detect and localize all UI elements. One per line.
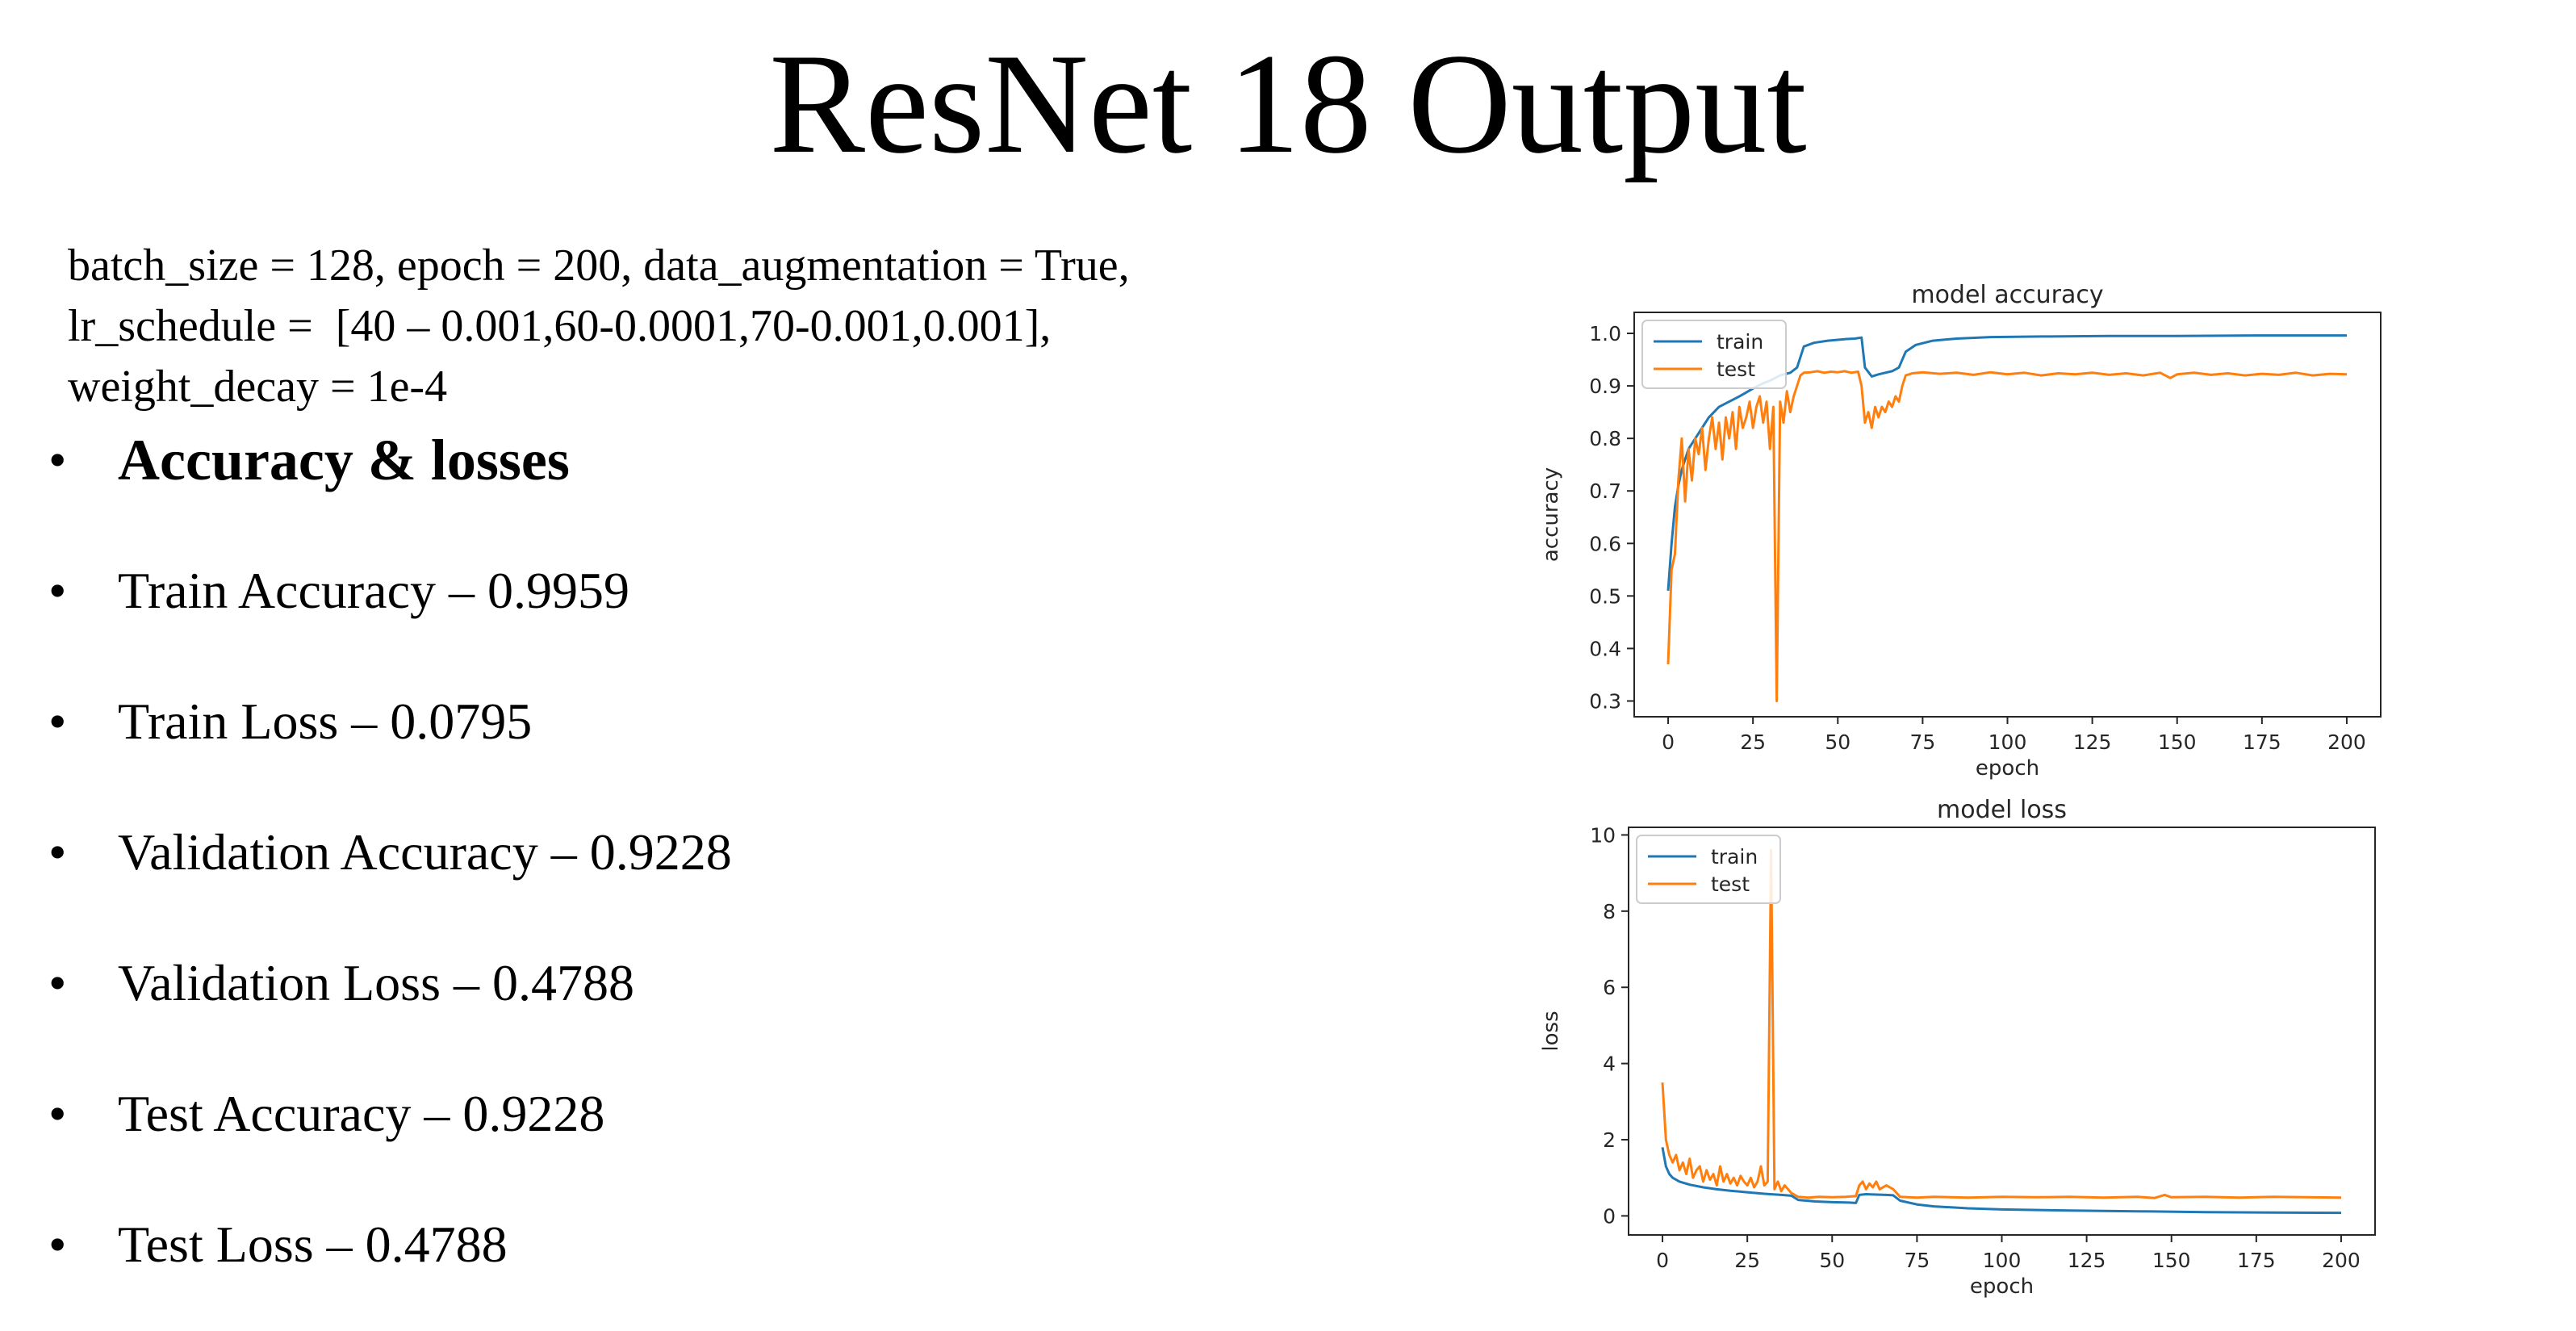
y-tick-label: 0.3 — [1589, 689, 1621, 713]
legend-label-test: test — [1711, 873, 1750, 896]
y-tick-label: 0.6 — [1589, 532, 1621, 555]
y-tick-label: 8 — [1603, 900, 1616, 923]
loss-chart-svg: model loss 0 25 50 75 100 125 150 175 200 0 2 4 6 8 10 e… — [1539, 796, 2376, 1299]
train-accuracy-text: Train Accuracy – 0.9959 — [118, 562, 629, 619]
x-tick-label: 175 — [2237, 1249, 2276, 1272]
y-tick-label: 0 — [1603, 1204, 1616, 1228]
bullet-dot: • — [48, 693, 67, 750]
training-parameters: batch_size = 128, epoch = 200, data_augm… — [68, 236, 1480, 417]
x-tick-label: 200 — [2322, 1249, 2361, 1272]
y-tick-label: 6 — [1603, 976, 1616, 999]
accuracy-chart-svg: model accuracy 0 25 50 75 100 125 150 175 200 0.3 0… — [1539, 281, 2382, 781]
chart-title: model loss — [1937, 796, 2067, 824]
series-line-train — [1666, 334, 2347, 591]
x-tick-label: 150 — [2152, 1249, 2191, 1272]
x-tick-label: 100 — [1983, 1249, 2022, 1272]
y-tick-label: 0.4 — [1589, 637, 1621, 660]
loss-chart: model loss 0 25 50 75 100 125 150 175 200 0 2 4 6 8 10 e… — [1533, 787, 2429, 1320]
y-tick-label: 1.0 — [1589, 322, 1621, 345]
series-line-train — [1661, 1147, 2342, 1215]
legend-label-train: train — [1711, 845, 1758, 868]
legend-label-test: test — [1717, 358, 1755, 381]
test-accuracy-text: Test Accuracy – 0.9228 — [118, 1085, 605, 1142]
legend-box — [1636, 835, 1781, 904]
y-tick-label: 0.8 — [1589, 427, 1621, 450]
y-tick-label: 0.7 — [1589, 479, 1621, 503]
x-tick-label: 50 — [1825, 730, 1850, 754]
x-tick-label: 150 — [2158, 730, 2197, 754]
series-line-test — [1666, 370, 2348, 702]
x-tick-label: 75 — [1904, 1249, 1930, 1272]
legend-box — [1641, 320, 1787, 389]
test-loss-text: Test Loss – 0.4788 — [118, 1216, 508, 1273]
y-tick-label: 2 — [1603, 1128, 1616, 1152]
x-tick-label: 25 — [1734, 1249, 1760, 1272]
accuracy-chart: model accuracy 0 25 50 75 100 125 150 175 200 0.3 0… — [1533, 270, 2429, 795]
x-tick-label: 0 — [1662, 730, 1675, 754]
x-tick-label: 175 — [2243, 730, 2281, 754]
x-axis-label: epoch — [1970, 1274, 2034, 1299]
params-line-3: weight_decay = 1e-4 — [68, 362, 448, 412]
x-tick-label: 125 — [2068, 1249, 2106, 1272]
params-line-2: lr_schedule = [40 – 0.001,60-0.0001,70-0… — [68, 301, 1052, 351]
y-tick-label: 0.5 — [1589, 584, 1621, 608]
chart-title: model accuracy — [1911, 281, 2103, 309]
bullet-dot: • — [48, 823, 67, 881]
legend-label-train: train — [1717, 330, 1763, 354]
bullet-dot: • — [48, 954, 67, 1011]
y-tick-label: 4 — [1603, 1053, 1616, 1076]
series-line-test — [1661, 848, 2342, 1199]
y-axis-label: accuracy — [1539, 467, 1563, 562]
bullet-dot: • — [48, 1085, 67, 1142]
x-tick-label: 75 — [1909, 730, 1935, 754]
y-tick-label: 10 — [1590, 823, 1616, 847]
bullet-dot: • — [48, 1216, 67, 1273]
bullet-dot: • — [48, 431, 67, 488]
validation-loss-text: Validation Loss – 0.4788 — [118, 954, 634, 1011]
bullet-dot: • — [48, 562, 67, 619]
validation-accuracy-text: Validation Accuracy – 0.9228 — [118, 823, 732, 881]
x-tick-label: 25 — [1740, 730, 1766, 754]
metrics-heading: Accuracy & losses — [118, 428, 570, 492]
x-tick-label: 0 — [1656, 1249, 1669, 1272]
y-tick-label: 0.9 — [1589, 375, 1621, 398]
slide-title: ResNet 18 Output — [769, 23, 1807, 183]
y-axis-label: loss — [1539, 1011, 1563, 1051]
x-tick-label: 125 — [2073, 730, 2112, 754]
x-tick-label: 100 — [1988, 730, 2027, 754]
params-line-1: batch_size = 128, epoch = 200, data_augm… — [68, 241, 1130, 291]
train-loss-text: Train Loss – 0.0795 — [118, 693, 533, 750]
x-axis-label: epoch — [1976, 756, 2039, 781]
x-tick-label: 200 — [2327, 730, 2366, 754]
x-tick-label: 50 — [1819, 1249, 1845, 1272]
